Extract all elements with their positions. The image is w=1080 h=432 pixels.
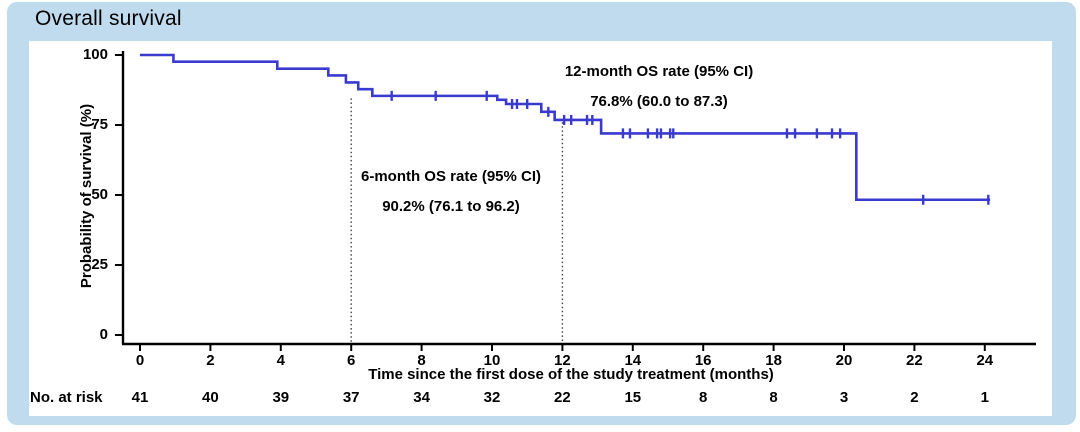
x-tick-label: 0 (135, 352, 145, 369)
x-tick-label: 12 (554, 352, 571, 369)
risk-count: 3 (839, 389, 849, 406)
risk-count: 37 (342, 389, 360, 406)
y-tick-label: 75 (91, 116, 108, 133)
annotation-6-month-value: 90.2% (76.1 to 96.2) (382, 198, 520, 215)
x-tick-label: 16 (694, 352, 712, 369)
risk-count: 8 (769, 389, 778, 406)
x-tick-label: 6 (347, 352, 356, 369)
risk-count: 34 (413, 389, 430, 406)
x-tick-label: 10 (483, 352, 501, 369)
x-tick-label: 2 (206, 352, 215, 369)
risk-count: 15 (624, 389, 642, 406)
y-tick-label: 100 (82, 46, 108, 63)
figure-card: Overall survival (7, 2, 1076, 425)
x-tick-label: 24 (976, 352, 994, 369)
risk-count: 8 (699, 389, 708, 406)
annotation-12-month-value: 76.8% (60.0 to 87.3) (590, 93, 728, 110)
annotation-12-month-title: 12-month OS rate (95% CI) (564, 63, 754, 80)
risk-count: 39 (272, 389, 290, 406)
y-tick-label: 50 (91, 186, 108, 203)
y-tick-label: 25 (91, 256, 108, 273)
risk-count: 40 (202, 389, 219, 406)
y-tick-label: 0 (99, 326, 108, 343)
x-tick-label: 14 (624, 352, 642, 369)
x-tick-label: 18 (765, 352, 782, 369)
risk-count: 41 (131, 389, 149, 406)
x-tick-label: 22 (906, 352, 923, 369)
x-tick-label: 8 (417, 352, 426, 369)
annotation-6-month-title: 6-month OS rate (95% CI) (360, 168, 542, 185)
risk-count: 22 (554, 389, 571, 406)
risk-count: 1 (980, 389, 989, 406)
x-tick-label: 20 (835, 352, 853, 369)
annotation-12-month-os: 12-month OS rate (95% CI) 76.8% (60.0 to… (489, 63, 829, 110)
annotation-6-month-os: 6-month OS rate (95% CI) 90.2% (76.1 to … (281, 168, 621, 215)
risk-count: 32 (483, 389, 501, 406)
no-at-risk-label: No. at risk (30, 389, 103, 406)
x-axis-title: Time since the first dose of the study t… (368, 366, 774, 383)
x-tick-label: 4 (276, 352, 285, 369)
figure-title: Overall survival (35, 7, 182, 30)
risk-count: 2 (910, 389, 919, 406)
